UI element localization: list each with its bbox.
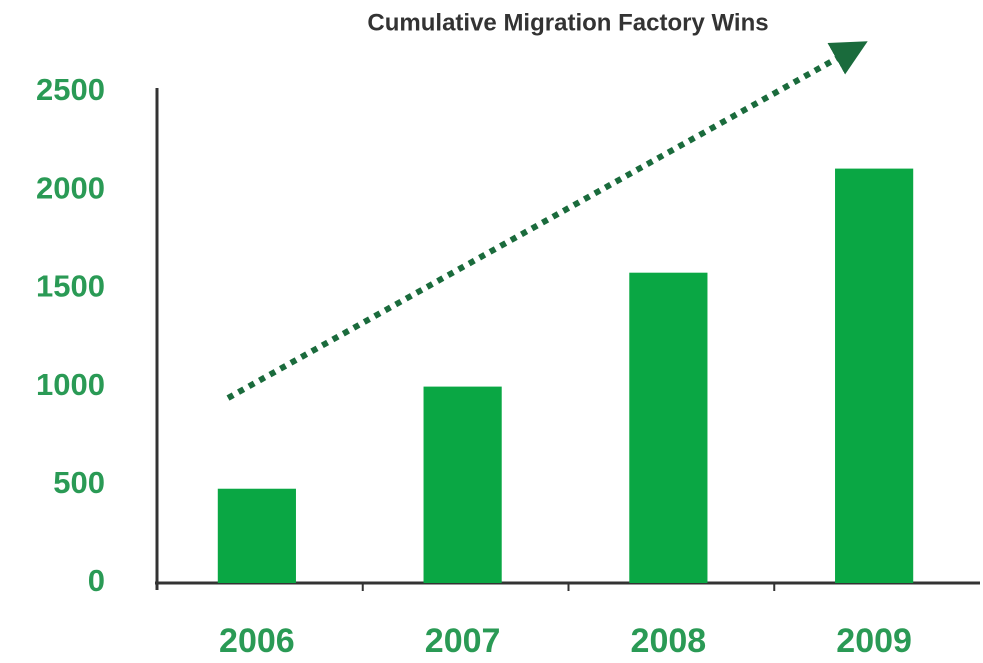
bar bbox=[217, 488, 296, 583]
y-tick-label: 2000 bbox=[36, 170, 105, 205]
bar bbox=[423, 386, 502, 583]
bar bbox=[835, 168, 914, 583]
trend-arrow bbox=[226, 41, 868, 401]
y-tick-label: 1500 bbox=[36, 269, 105, 304]
x-tick-label: 2009 bbox=[836, 622, 912, 660]
x-tick-label: 2007 bbox=[425, 622, 501, 660]
x-tick-label: 2008 bbox=[631, 622, 707, 660]
y-tick-label: 0 bbox=[88, 563, 105, 598]
x-tick-label: 2006 bbox=[219, 622, 295, 660]
y-tick-label: 2500 bbox=[36, 72, 105, 107]
y-tick-label: 500 bbox=[53, 465, 105, 500]
chart-title: Cumulative Migration Factory Wins bbox=[367, 9, 768, 36]
bar bbox=[629, 272, 708, 583]
y-tick-label: 1000 bbox=[36, 367, 105, 402]
